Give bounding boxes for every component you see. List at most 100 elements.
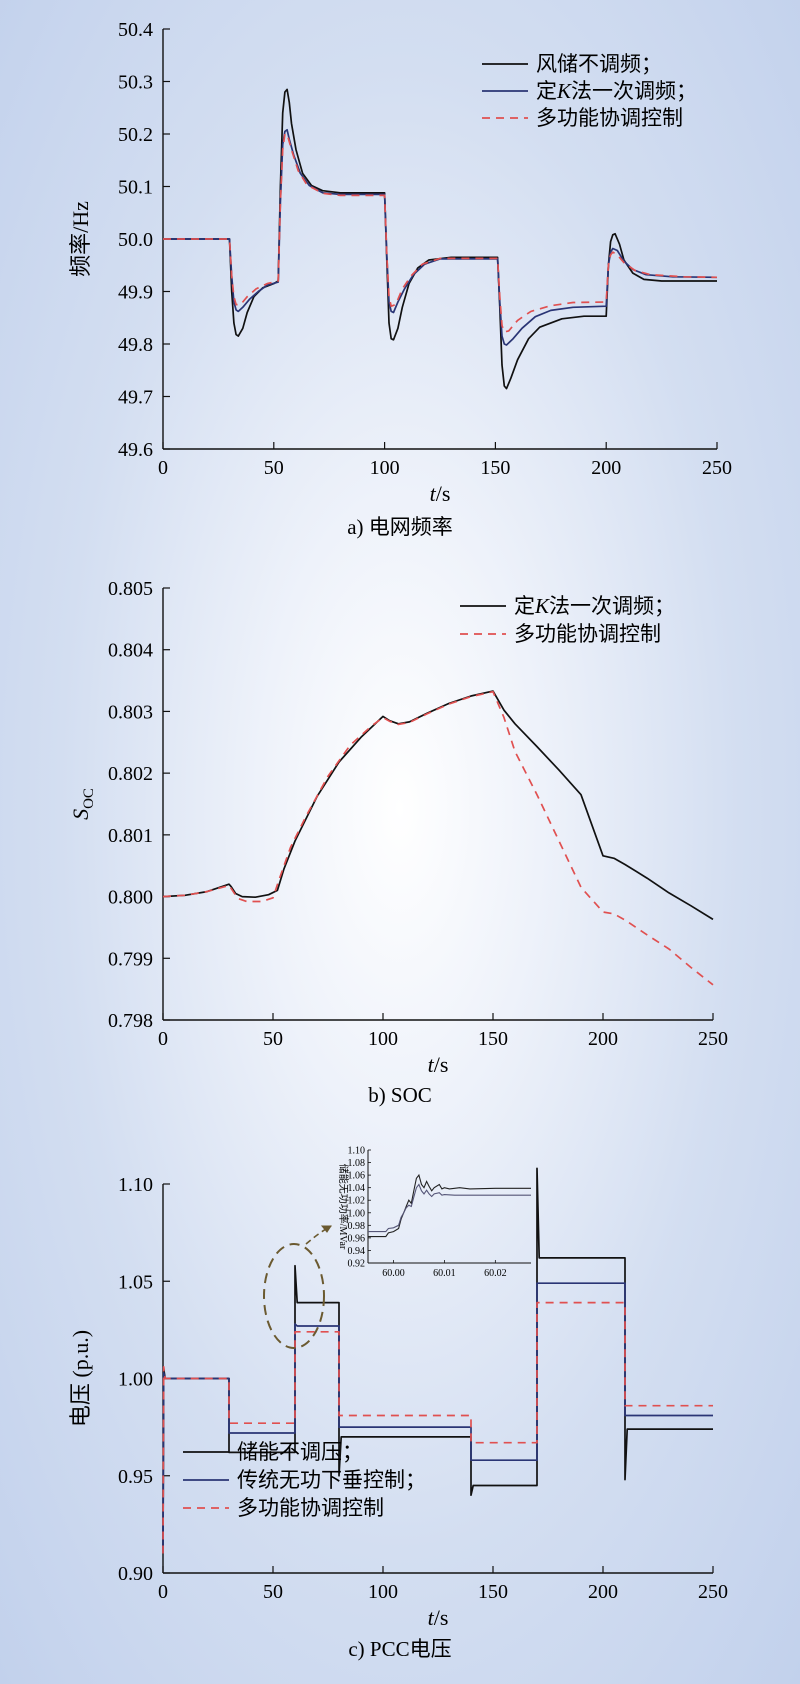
x-tick-label: 200 xyxy=(588,1581,618,1603)
y-tick-label: 0.805 xyxy=(108,578,153,600)
chart-caption: a) 电网频率 xyxy=(347,515,453,539)
x-tick-label: 50 xyxy=(263,1028,283,1050)
x-tick-label: 150 xyxy=(478,1581,508,1603)
inset-y-tick-label: 0.98 xyxy=(348,1221,366,1232)
y-tick-label: 0.802 xyxy=(108,763,153,785)
y-tick-label: 50.2 xyxy=(118,124,153,146)
y-tick-label: 0.799 xyxy=(108,948,153,970)
y-tick-label: 0.803 xyxy=(108,701,153,723)
x-tick-label: 200 xyxy=(591,457,621,479)
zoom-arrow-icon xyxy=(320,1225,332,1233)
inset-series-line-1 xyxy=(368,1173,531,1238)
legend-text-part: K xyxy=(556,79,572,103)
y-tick-label: 0.95 xyxy=(118,1466,153,1488)
x-tick-label: 100 xyxy=(370,457,400,479)
inset-x-tick-label: 60.02 xyxy=(484,1268,507,1279)
inset-y-tick-label: 1.08 xyxy=(348,1158,366,1169)
y-tick-label: 1.10 xyxy=(118,1174,153,1196)
x-tick-label: 150 xyxy=(480,457,510,479)
legend-entry-2: 定K法一次调频； xyxy=(536,79,697,103)
y-tick-label: 49.9 xyxy=(118,282,153,304)
series-line-1 xyxy=(163,88,717,390)
y-tick-label: 49.7 xyxy=(118,387,153,409)
inset-x-tick-label: 60.00 xyxy=(382,1268,405,1279)
legend-text-part: 传统无功下垂控制； xyxy=(237,1468,426,1492)
legend-entry-1: 风储不调频； xyxy=(536,52,662,76)
legend-entry-2: 多功能协调控制 xyxy=(514,622,661,646)
legend-text-part: 法一次调频； xyxy=(571,79,697,103)
legend-text-part: 法一次调频； xyxy=(549,594,675,618)
x-tick-label: 50 xyxy=(263,1581,283,1603)
inset-y-tick-label: 1.00 xyxy=(348,1208,366,1219)
inset-x-tick-label: 60.01 xyxy=(433,1268,456,1279)
x-axis-label-var: t xyxy=(428,1605,435,1630)
legend-entry-1: 定K法一次调频； xyxy=(514,594,675,618)
x-tick-label: 0 xyxy=(158,457,168,479)
chart-1: 0 50 100 150 200 250 49.6 49.7 49.8 49.9 50.0 50.1 5… xyxy=(68,19,732,539)
inset-chart: 0.92 0.94 0.960.98 1.001.02 1.041.06 1.081.10… xyxy=(337,1146,531,1279)
y-axis-label: SOC xyxy=(68,788,97,820)
x-tick-label: 150 xyxy=(478,1028,508,1050)
y-tick-label: 50.3 xyxy=(118,72,153,94)
inset-y-tick-label: 1.04 xyxy=(348,1183,366,1194)
legend-text-part: 多功能协调控制 xyxy=(536,106,683,130)
legend-text-part: 多功能协调控制 xyxy=(514,622,661,646)
zoom-connector xyxy=(305,1225,332,1245)
y-tick-label: 0.804 xyxy=(108,640,153,662)
x-tick-label: 200 xyxy=(588,1028,618,1050)
y-tick-label: 0.801 xyxy=(108,825,153,847)
y-tick-label: 0.90 xyxy=(118,1563,153,1585)
x-axis-label-var: t xyxy=(428,1052,435,1077)
x-tick-label: 0 xyxy=(158,1581,168,1603)
y-tick-label: 50.4 xyxy=(118,19,153,41)
inset-series-line-2 xyxy=(368,1183,531,1233)
x-tick-label: 0 xyxy=(158,1028,168,1050)
y-tick-label: 1.05 xyxy=(118,1271,153,1293)
y-axis-label: 频率/Hz xyxy=(68,201,93,277)
series-line-2 xyxy=(163,128,718,346)
x-tick-label: 250 xyxy=(698,1581,728,1603)
legend-entry-1: 储能不调压； xyxy=(237,1440,363,1464)
y-tick-label: 49.8 xyxy=(118,334,153,356)
y-tick-label: 1.00 xyxy=(118,1369,153,1391)
y-tick-label: 49.6 xyxy=(118,439,153,461)
x-tick-label: 250 xyxy=(702,457,732,479)
y-axis-label: 电压 (p.u.) xyxy=(68,1330,93,1427)
x-tick-label: 50 xyxy=(264,457,284,479)
x-axis-label: t/s xyxy=(430,481,451,506)
x-tick-label: 250 xyxy=(698,1028,728,1050)
inset-y-tick-label: 0.96 xyxy=(348,1233,366,1244)
inset-y-tick-label: 0.92 xyxy=(348,1259,366,1270)
inset-y-tick-label: 1.02 xyxy=(348,1196,366,1207)
legend-text-part: 多功能协调控制 xyxy=(237,1496,384,1520)
x-tick-label: 100 xyxy=(368,1028,398,1050)
legend-entry-2: 传统无功下垂控制； xyxy=(237,1468,426,1492)
x-axis-label-unit: /s xyxy=(436,481,451,506)
zoom-highlight-ellipse xyxy=(263,1243,325,1349)
inset-y-tick-label: 1.06 xyxy=(348,1171,366,1182)
y-axis-label-sub: OC xyxy=(81,788,97,809)
series-line-1 xyxy=(162,690,714,921)
y-tick-label: 0.798 xyxy=(108,1010,153,1032)
inset-y-tick-label: 1.10 xyxy=(348,1146,366,1157)
x-tick-label: 100 xyxy=(368,1581,398,1603)
y-axis-label-main: S xyxy=(68,809,93,820)
y-tick-label: 50.1 xyxy=(118,177,153,199)
chart-3: 0 50 100 150 200 250 0.90 0.95 1.00 1.05 1.10 t/s 电压… xyxy=(68,1146,728,1662)
legend-entry-3: 多功能协调控制 xyxy=(536,106,683,130)
y-tick-label: 0.800 xyxy=(108,887,153,909)
chart-caption: b) SOC xyxy=(368,1083,432,1107)
legend-text-part: 定 xyxy=(514,594,535,618)
legend-text-part: K xyxy=(534,594,550,618)
series-line-3 xyxy=(162,1301,713,1554)
x-axis-label-var: t xyxy=(430,481,437,506)
chart-2: 0 50 100 150 200 250 0.798 0.799 0.800 0.801 0.802… xyxy=(68,578,728,1107)
series-line-2 xyxy=(162,690,714,986)
legend-text-part: 定 xyxy=(536,79,557,103)
inset-y-axis-label: 储能无功功率/MVar xyxy=(337,1164,350,1250)
chart-caption: c) PCC电压 xyxy=(348,1637,451,1661)
legend-text-part: 风储不调频； xyxy=(536,52,662,76)
x-axis-label: t/s xyxy=(428,1605,449,1630)
x-axis-label-unit: /s xyxy=(434,1052,449,1077)
